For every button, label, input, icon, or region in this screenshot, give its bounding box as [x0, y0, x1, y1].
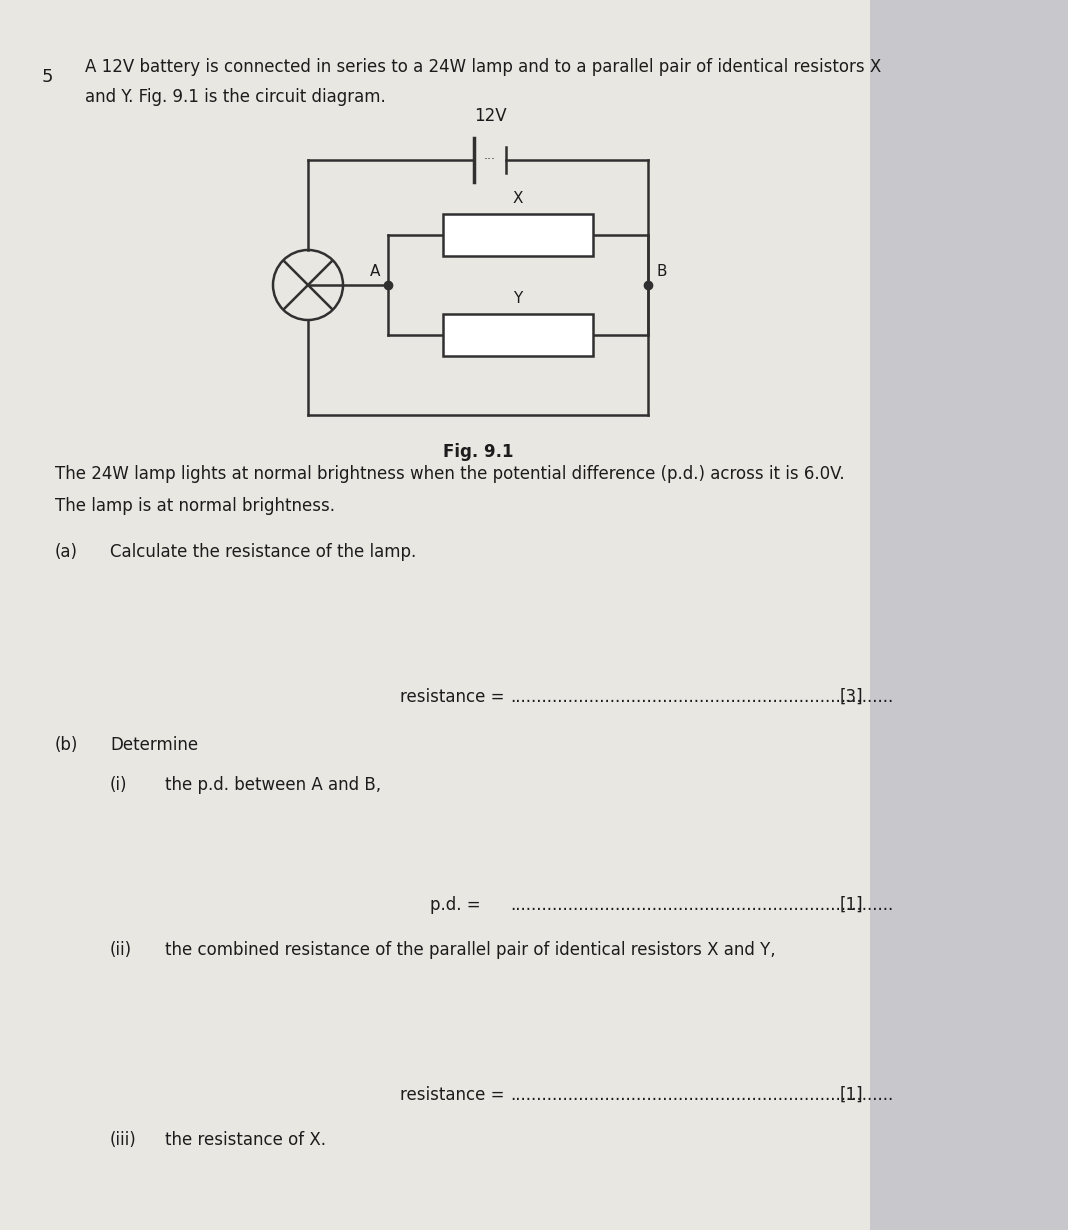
- Text: (iii): (iii): [110, 1132, 137, 1149]
- Text: 5: 5: [42, 68, 53, 86]
- Text: The 24W lamp lights at normal brightness when the potential difference (p.d.) ac: The 24W lamp lights at normal brightness…: [54, 465, 845, 483]
- Text: Fig. 9.1: Fig. 9.1: [443, 443, 514, 461]
- Text: [1]: [1]: [841, 895, 864, 914]
- Text: resistance =: resistance =: [400, 1086, 509, 1105]
- Text: and Y. Fig. 9.1 is the circuit diagram.: and Y. Fig. 9.1 is the circuit diagram.: [85, 89, 386, 106]
- Text: p.d. =: p.d. =: [430, 895, 486, 914]
- Text: resistance =: resistance =: [400, 688, 509, 706]
- Text: Calculate the resistance of the lamp.: Calculate the resistance of the lamp.: [110, 542, 417, 561]
- Text: the p.d. between A and B,: the p.d. between A and B,: [164, 776, 381, 795]
- Text: .........................................................................: ........................................…: [511, 688, 893, 706]
- Text: B: B: [656, 264, 666, 279]
- Text: 12V: 12V: [474, 107, 506, 125]
- Text: .........................................................................: ........................................…: [511, 895, 893, 914]
- FancyBboxPatch shape: [0, 0, 870, 1230]
- Text: the combined resistance of the parallel pair of identical resistors X and Y,: the combined resistance of the parallel …: [164, 941, 775, 959]
- Text: Determine: Determine: [110, 736, 199, 754]
- Bar: [443, 314, 593, 355]
- Text: ···: ···: [484, 154, 496, 166]
- Text: [3]: [3]: [841, 688, 864, 706]
- Text: The lamp is at normal brightness.: The lamp is at normal brightness.: [54, 497, 335, 515]
- Text: the resistance of X.: the resistance of X.: [164, 1132, 326, 1149]
- Text: (b): (b): [54, 736, 78, 754]
- Text: .........................................................................: ........................................…: [511, 1086, 893, 1105]
- Bar: [443, 214, 593, 256]
- Text: (ii): (ii): [110, 941, 132, 959]
- Text: (i): (i): [110, 776, 127, 795]
- Text: A: A: [370, 264, 380, 279]
- Text: (a): (a): [54, 542, 78, 561]
- Text: A 12V battery is connected in series to a 24W lamp and to a parallel pair of ide: A 12V battery is connected in series to …: [85, 58, 881, 76]
- Text: X: X: [513, 191, 523, 205]
- Text: [1]: [1]: [841, 1086, 864, 1105]
- Text: Y: Y: [514, 292, 522, 306]
